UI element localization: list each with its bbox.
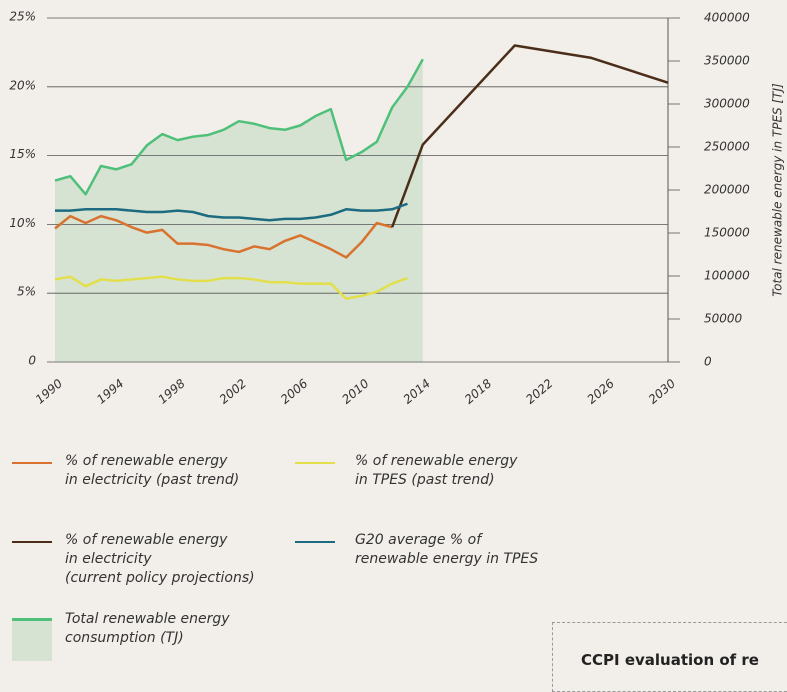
line [390, 44, 669, 228]
y2-tick-label: 0 [704, 355, 712, 369]
line [54, 58, 424, 196]
x-tick-label: 2006 [278, 376, 311, 407]
x-tick-label: 2022 [523, 376, 555, 406]
y-tick-label: 0 [28, 354, 36, 368]
legend-label: % of renewable energy in electricity (cu… [65, 532, 255, 586]
legend-label: G20 average % of renewable energy in TPE… [355, 532, 539, 567]
y-tick-label: 10% [9, 216, 36, 230]
x-tick-label: 2018 [462, 376, 495, 407]
legend-label: % of renewable energy in electricity (pa… [65, 453, 240, 488]
page: Total renewable energy in TPES [TJ] 0 5% 1… [9, 9, 787, 692]
legend-label: Total renewable energy consumption (TJ) [65, 611, 230, 646]
legend-swatch [12, 462, 52, 464]
y2-tick-label: 300000 [704, 97, 750, 111]
legend-swatch [295, 541, 335, 543]
line [54, 275, 408, 300]
line [54, 214, 393, 259]
x-tick-label: 2002 [217, 376, 249, 406]
legend-label: % of renewable energy in TPES (past tren… [355, 453, 518, 488]
x-tick-label: 2010 [339, 376, 372, 407]
y2-tick-label: 350000 [704, 54, 750, 68]
y2-tick-label: 50000 [704, 312, 743, 326]
legend-swatch [295, 462, 335, 464]
y-tick-label: 15% [9, 147, 36, 161]
y2-axis-label: Total renewable energy in TPES [TJ] [771, 83, 785, 297]
x-tick-label: 1998 [155, 376, 188, 407]
y-tick-label: 20% [9, 78, 36, 92]
y2-tick-label: 400000 [704, 11, 750, 25]
chart: Total renewable energy in TPES [TJ] 0 5% 1… [9, 10, 785, 407]
x-tick-label: 2030 [646, 376, 679, 407]
legend-swatch [12, 618, 52, 661]
y-tick-label: 5% [17, 285, 36, 299]
x-tick-label: 1994 [94, 376, 126, 406]
area [55, 59, 423, 362]
x-tick-label: 2026 [584, 376, 617, 407]
y2-tick-label: 250000 [704, 140, 750, 154]
y2-tick-label: 100000 [704, 269, 750, 283]
y2-tick-label: 150000 [704, 226, 750, 240]
x-tick-label: 1990 [33, 376, 66, 407]
line [55, 202, 408, 222]
annotation: CCPI evaluation of re [581, 651, 759, 669]
y-tick-label: 25% [9, 10, 36, 24]
x-tick-label: 2014 [401, 376, 433, 406]
y2-tick-label: 200000 [704, 183, 750, 197]
legend-swatch [12, 541, 52, 543]
annotation-box: CCPI evaluation of re [552, 622, 787, 692]
